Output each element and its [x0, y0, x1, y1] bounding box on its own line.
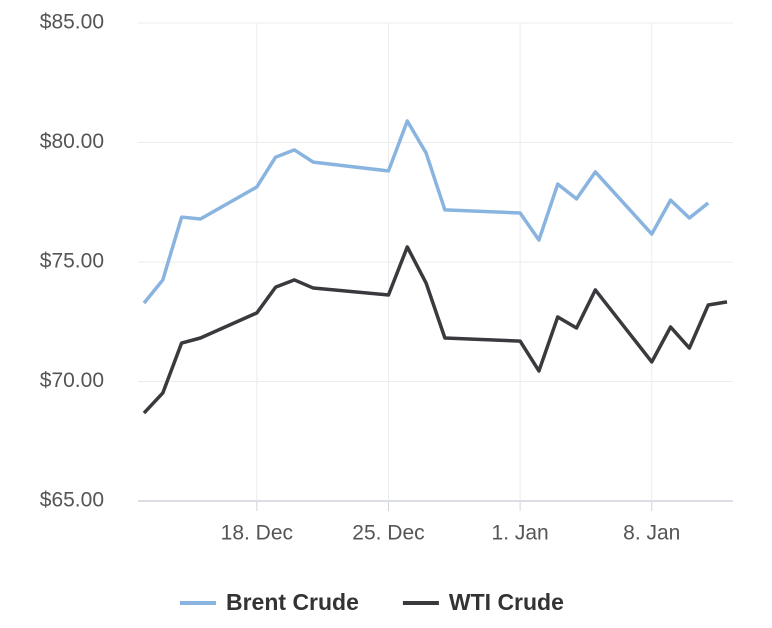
x-tick-label: 8. Jan	[623, 522, 680, 545]
y-tick-label: $70.00	[40, 369, 104, 392]
y-tick-label: $85.00	[40, 11, 104, 34]
series-line	[142, 119, 710, 305]
legend-label: WTI Crude	[449, 589, 564, 615]
x-tick-label: 18. Dec	[221, 522, 293, 545]
x-tick-label: 1. Jan	[492, 522, 549, 545]
y-tick-label: $80.00	[40, 130, 104, 153]
legend: Brent Crude WTI Crude	[180, 589, 564, 615]
y-tick-label: $65.00	[40, 489, 104, 512]
series-line	[142, 245, 728, 415]
legend-label: Brent Crude	[226, 589, 359, 615]
x-tick-label: 25. Dec	[352, 522, 424, 545]
y-tick-label: $75.00	[40, 250, 104, 273]
